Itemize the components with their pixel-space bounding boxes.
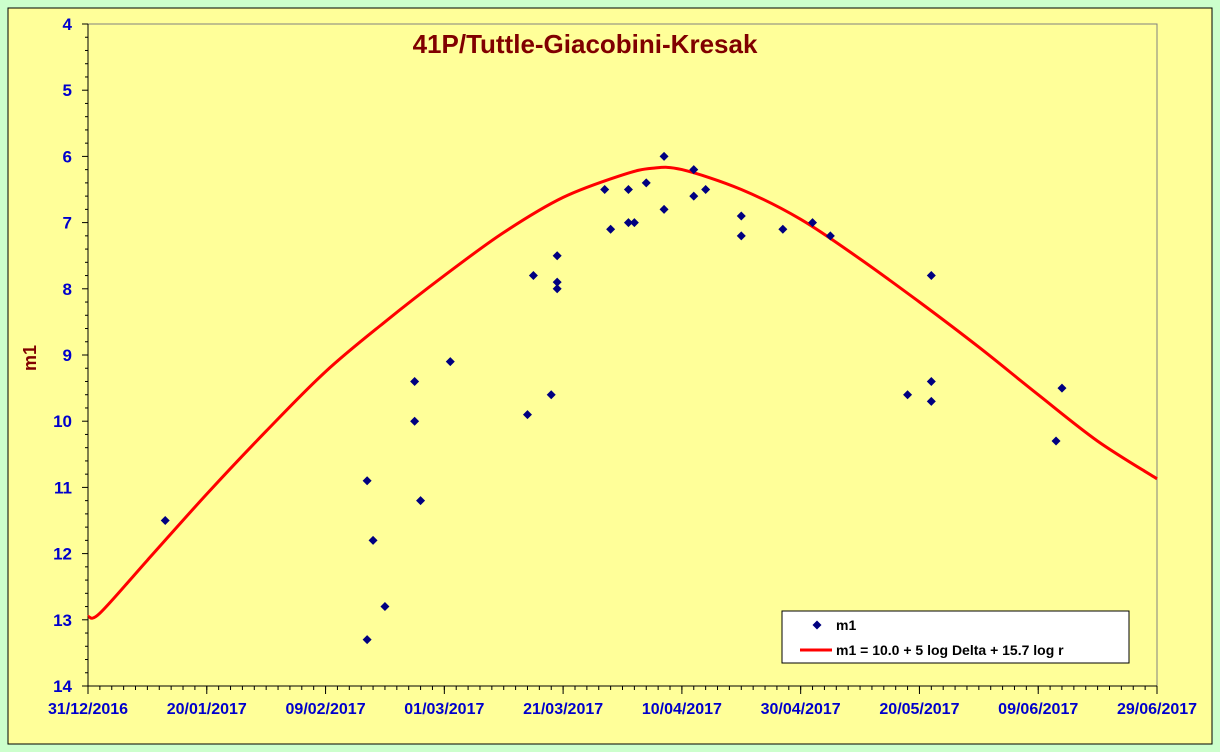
- y-tick-label: 10: [53, 412, 72, 431]
- y-tick-label: 8: [63, 280, 72, 299]
- data-point: [552, 251, 562, 261]
- data-point: [825, 231, 835, 241]
- data-point: [410, 416, 420, 426]
- data-point: [623, 185, 633, 194]
- data-point: [368, 535, 378, 545]
- y-tick-label: 6: [63, 147, 72, 166]
- y-tick-label: 4: [63, 15, 73, 34]
- x-tick-label: 20/05/2017: [879, 701, 959, 718]
- data-point: [689, 191, 699, 201]
- data-point: [1051, 436, 1061, 446]
- data-point: [362, 635, 372, 645]
- legend-box: [781, 610, 1130, 664]
- data-point: [410, 376, 420, 386]
- y-tick-label: 7: [63, 214, 72, 233]
- legend-label-observations: m1: [836, 617, 856, 633]
- x-tick-label: 09/02/2017: [286, 701, 366, 718]
- data-point: [1057, 383, 1067, 393]
- data-point: [445, 357, 455, 367]
- legend-label-fit: m1 = 10.0 + 5 log Delta + 15.7 log r: [836, 642, 1064, 658]
- data-point: [701, 185, 711, 194]
- x-tick-label: 30/04/2017: [761, 701, 841, 718]
- y-axis-label: m1: [20, 345, 40, 371]
- legend: m1 m1 = 10.0 + 5 log Delta + 15.7 log r: [781, 610, 1130, 664]
- data-point: [528, 271, 538, 281]
- x-tick-label: 21/03/2017: [523, 701, 603, 718]
- data-point: [623, 218, 633, 228]
- data-point: [380, 602, 390, 612]
- data-point: [736, 211, 746, 221]
- data-point: [808, 218, 818, 228]
- fit-curve-line: [87, 165, 1158, 620]
- data-point: [606, 224, 616, 234]
- y-axis: 4 5 6 7 8 9 10 11 12 13 14: [53, 15, 89, 696]
- data-point: [160, 516, 170, 525]
- x-tick-label: 01/03/2017: [404, 701, 484, 718]
- fit-curve-layer: [87, 165, 1158, 620]
- data-point: [736, 231, 746, 241]
- y-tick-label: 9: [63, 346, 72, 365]
- y-tick-label: 5: [63, 81, 72, 100]
- data-point: [689, 165, 699, 175]
- data-point: [552, 284, 562, 294]
- chart-title: 41P/Tuttle-Giacobini-Kresak: [413, 29, 758, 59]
- data-point: [552, 277, 562, 287]
- data-point: [926, 376, 936, 386]
- x-axis: 31/12/2016 20/01/2017 09/02/2017 01/03/2017…: [48, 685, 1197, 718]
- x-tick-label: 10/04/2017: [642, 701, 722, 718]
- data-point: [903, 390, 913, 400]
- x-tick-label: 29/06/2017: [1117, 701, 1197, 718]
- data-point: [416, 496, 426, 506]
- data-point: [926, 396, 936, 406]
- data-point: [659, 151, 669, 161]
- data-point: [659, 204, 669, 214]
- y-tick-label: 14: [53, 677, 72, 696]
- legend-marker-diamond: [812, 620, 822, 630]
- y-tick-label: 12: [53, 545, 72, 564]
- data-point: [641, 178, 651, 188]
- data-point: [629, 218, 639, 228]
- data-point: [546, 390, 556, 400]
- data-point: [600, 185, 610, 194]
- y-tick-label: 13: [53, 611, 72, 630]
- x-tick-label: 09/06/2017: [998, 701, 1078, 718]
- data-points-layer: [160, 151, 1067, 645]
- data-point: [778, 224, 788, 234]
- y-tick-label: 11: [54, 478, 72, 497]
- data-point: [522, 410, 532, 420]
- data-point: [926, 271, 936, 281]
- plot-area: [87, 23, 1158, 687]
- data-point: [362, 476, 372, 486]
- x-tick-label: 20/01/2017: [167, 701, 247, 718]
- x-tick-label: 31/12/2016: [48, 701, 128, 718]
